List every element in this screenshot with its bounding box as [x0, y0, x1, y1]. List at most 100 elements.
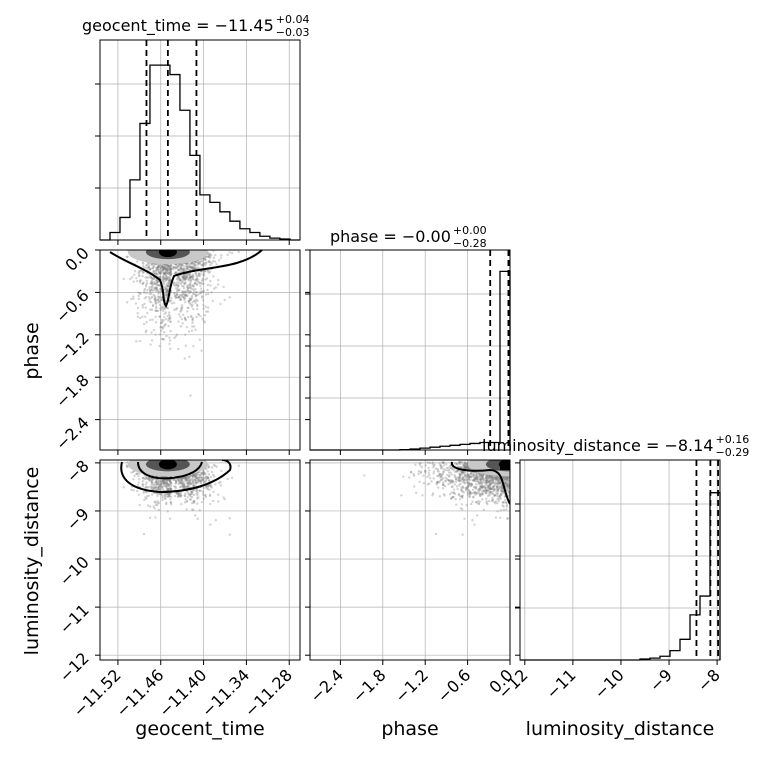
- scatter-point: [153, 280, 156, 284]
- scatter-point: [177, 268, 180, 272]
- scatter-point: [174, 284, 177, 288]
- scatter-point: [465, 487, 468, 490]
- scatter-point: [199, 480, 202, 483]
- scatter-point: [212, 499, 215, 503]
- scatter-point: [485, 474, 488, 478]
- scatter-point: [141, 476, 145, 480]
- scatter-point: [154, 302, 158, 305]
- scatter-point: [174, 486, 178, 490]
- scatter-point: [488, 475, 491, 478]
- scatter-point: [193, 474, 196, 477]
- scatter-point: [496, 485, 499, 489]
- scatter-point: [166, 282, 169, 286]
- scatter-point: [162, 484, 166, 488]
- scatter-point: [496, 477, 499, 481]
- scatter-point: [458, 479, 462, 483]
- scatter-point: [189, 275, 193, 279]
- scatter-point: [205, 487, 208, 490]
- ytick-label-phase: 0.0: [61, 243, 92, 274]
- scatter-point: [194, 290, 198, 294]
- scatter-point: [144, 476, 148, 479]
- scatter-point: [159, 482, 162, 486]
- scatter-point: [449, 471, 452, 474]
- scatter-point: [438, 473, 442, 476]
- scatter-point: [188, 493, 192, 496]
- scatter-point: [175, 271, 178, 274]
- scatter-point: [182, 267, 185, 271]
- scatter-point: [165, 501, 168, 504]
- scatter-point: [132, 273, 136, 277]
- scatter-point: [475, 492, 479, 495]
- scatter-point: [214, 483, 217, 486]
- scatter-point: [168, 342, 171, 346]
- scatter-point: [202, 497, 205, 500]
- scatter-point: [158, 275, 161, 278]
- scatter-point: [444, 463, 448, 466]
- scatter-point: [202, 472, 206, 475]
- scatter-point: [187, 287, 190, 290]
- scatter-point: [464, 464, 467, 468]
- scatter-point: [505, 476, 508, 479]
- scatter-point: [207, 465, 211, 469]
- scatter-point: [431, 461, 435, 464]
- scatter-point: [163, 266, 166, 270]
- ytick-label-luminosity_distance: −9: [63, 504, 93, 534]
- scatter-point: [503, 477, 507, 481]
- scatter-point: [166, 285, 169, 288]
- scatter-point: [473, 473, 476, 476]
- scatter-point: [476, 500, 480, 503]
- panel-1-0-contours: [109, 250, 263, 308]
- scatter-point: [491, 496, 494, 499]
- scatter-point: [180, 293, 184, 296]
- scatter-point: [464, 474, 467, 477]
- scatter-point: [181, 477, 184, 480]
- scatter-point: [132, 478, 135, 481]
- scatter-point: [201, 470, 205, 474]
- scatter-point: [168, 487, 171, 490]
- scatter-point: [164, 267, 167, 271]
- scatter-point: [465, 466, 469, 469]
- scatter-point: [183, 291, 186, 294]
- scatter-point: [167, 264, 171, 268]
- ytick-label-phase: −2.4: [52, 413, 93, 454]
- scatter-point: [444, 484, 447, 488]
- scatter-point: [179, 477, 183, 480]
- scatter-point: [195, 481, 198, 485]
- scatter-point: [200, 489, 203, 492]
- scatter-point: [463, 463, 466, 466]
- scatter-point: [164, 265, 167, 268]
- scatter-point: [487, 476, 491, 479]
- scatter-point: [196, 299, 199, 302]
- scatter-point: [434, 467, 438, 470]
- scatter-point: [150, 279, 154, 282]
- scatter-point: [193, 299, 197, 302]
- scatter-point: [137, 297, 141, 301]
- scatter-point: [192, 267, 195, 271]
- xtick-label-geocent_time: −11.28: [241, 665, 296, 720]
- scatter-point: [191, 325, 194, 328]
- scatter-point: [467, 482, 471, 485]
- scatter-point: [161, 488, 165, 491]
- scatter-point: [460, 489, 464, 492]
- scatter-point: [143, 478, 146, 481]
- scatter-point: [169, 264, 173, 267]
- scatter-point: [156, 502, 159, 505]
- scatter-point: [178, 278, 182, 282]
- scatter-point: [165, 269, 169, 272]
- scatter-point: [485, 474, 488, 477]
- scatter-point: [180, 306, 183, 310]
- scatter-point: [171, 265, 175, 268]
- scatter-point: [485, 492, 488, 495]
- scatter-point: [444, 476, 447, 479]
- scatter-point: [187, 300, 191, 303]
- scatter-point: [159, 489, 162, 492]
- scatter-point: [138, 292, 141, 295]
- scatter-point: [177, 269, 180, 272]
- scatter-point: [450, 466, 453, 470]
- scatter-point: [141, 480, 145, 483]
- scatter-point: [199, 314, 202, 318]
- scatter-point: [204, 263, 207, 267]
- scatter-point: [181, 275, 184, 278]
- scatter-point: [189, 298, 192, 301]
- scatter-point: [158, 303, 162, 307]
